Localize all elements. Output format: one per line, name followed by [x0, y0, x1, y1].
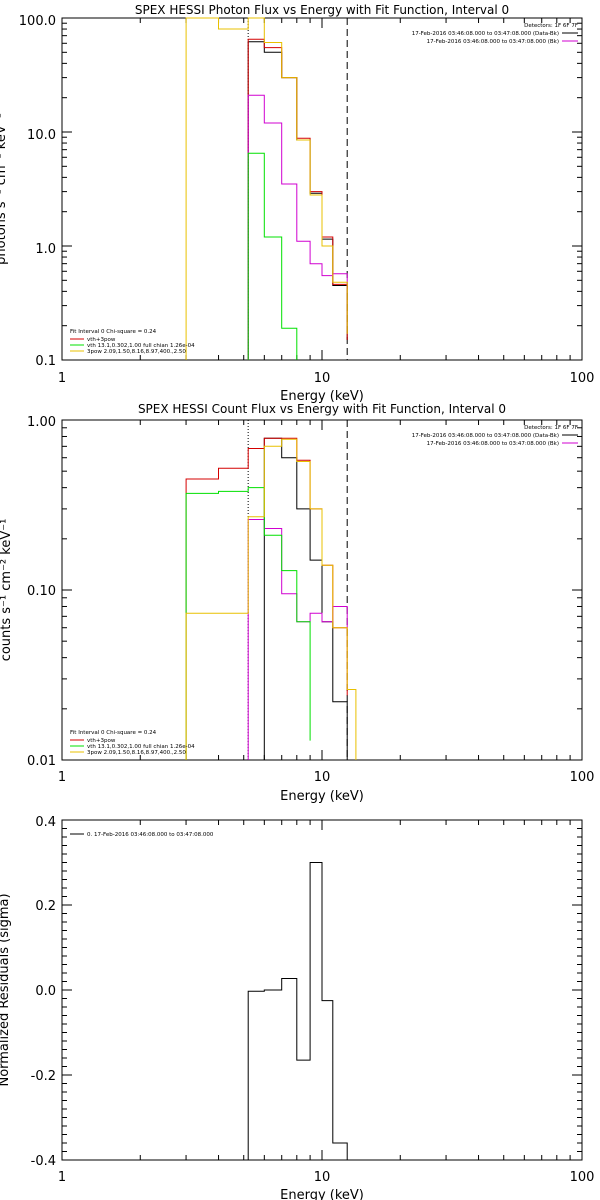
count-flux-y-ticks	[62, 427, 582, 761]
photon-series-magenta	[247, 94, 348, 360]
count-y-axis-label: counts s⁻¹ cm⁻² keV⁻¹	[0, 519, 14, 662]
photon-y-tick-10.0: 10.0	[27, 128, 56, 143]
residuals-series	[247, 862, 348, 1160]
photon-series-black	[247, 41, 348, 360]
count-y-tick-0.01: 0.01	[27, 754, 56, 769]
residuals-x-ticks	[61, 820, 571, 1160]
photon-y-tick-1.0: 1.0	[35, 242, 56, 257]
count-y-tick-0.10: 0.10	[27, 584, 56, 599]
residuals-y-tick-0.4: 0.4	[35, 815, 56, 830]
count-flux-panel: SPEX HESSI Count Flux vs Energy with Fit…	[0, 402, 594, 804]
residuals-y-ticks	[62, 819, 582, 1161]
photon-flux-plot-frame	[61, 17, 583, 361]
residuals-x-tick-10: 10	[314, 1170, 331, 1185]
photon-fit-total: vth+3pow	[87, 337, 116, 343]
photon-flux-vlines	[247, 18, 348, 360]
count-flux-vlines	[247, 420, 348, 760]
count-flux-x-ticks	[61, 420, 571, 760]
photon-y-tick-100.0: 100.0	[19, 14, 56, 29]
photon-info-bk: 17-Feb-2016 03:46:08.000 to 03:47:08.000…	[427, 39, 559, 45]
photon-y-tick-0.1: 0.1	[35, 354, 56, 369]
photon-y-axis-label: photons s⁻¹ cm⁻² keV⁻¹	[0, 113, 9, 265]
photon-fit-3pow: 3pow 2.09,1.50,8.16,8.97,400.,2.50	[87, 349, 186, 355]
photon-x-tick-1: 1	[58, 371, 66, 386]
count-fit-header: Fit Interval 0 Chi-square = 0.24	[70, 730, 157, 736]
count-series-red	[185, 437, 348, 760]
count-y-tick-1.00: 1.00	[27, 415, 56, 430]
residuals-series-black	[247, 862, 348, 1160]
count-fit-total: vth+3pow	[87, 738, 116, 744]
count-series-yellow	[185, 438, 357, 760]
photon-x-tick-10: 10	[314, 371, 331, 386]
count-flux-title: SPEX HESSI Count Flux vs Energy with Fit…	[138, 402, 506, 416]
residuals-panel: 1 10 100 -0.4 -0.2 0.0 0.2 0.4 Energy (k…	[0, 815, 594, 1200]
photon-flux-series	[185, 17, 348, 360]
photon-series-green	[247, 152, 298, 360]
photon-flux-title: SPEX HESSI Photon Flux vs Energy with Fi…	[135, 3, 509, 17]
photon-flux-x-ticks	[61, 18, 571, 360]
photon-fit-vth: vth 13.1,0.302,1.00 full chian 1.26e-04	[87, 343, 195, 349]
count-x-tick-10: 10	[314, 770, 331, 785]
photon-info-detectors: Detectors: 1F 6F 7F	[524, 23, 578, 29]
photon-x-axis-label: Energy (keV)	[280, 389, 364, 404]
count-x-tick-1: 1	[58, 770, 66, 785]
photon-x-tick-100: 100	[570, 371, 595, 386]
count-x-axis-label: Energy (keV)	[280, 789, 364, 804]
photon-flux-y-ticks	[62, 22, 582, 361]
count-info-detectors: Detectors: 1F 6F 7F	[524, 425, 578, 431]
count-fit-3pow: 3pow 2.09,1.50,8.16,8.97,400.,2.50	[87, 750, 186, 756]
photon-series-yellow	[185, 17, 348, 360]
residuals-x-tick-100: 100	[570, 1170, 595, 1185]
count-info-bk: 17-Feb-2016 03:46:08.000 to 03:47:08.000…	[427, 441, 559, 447]
photon-fit-header: Fit Interval 0 Chi-square = 0.24	[70, 329, 157, 335]
photon-info-data-bk: 17-Feb-2016 03:46:08.000 to 03:47:08.000…	[412, 31, 559, 37]
photon-series-red	[247, 38, 348, 360]
count-x-tick-100: 100	[570, 770, 595, 785]
residuals-x-axis-label: Energy (keV)	[280, 1188, 364, 1200]
residuals-y-tick-0.2: 0.2	[35, 899, 56, 914]
residuals-y-tick-0.0: 0.0	[35, 984, 56, 999]
count-series-black	[263, 437, 348, 760]
count-info-data-bk: 17-Feb-2016 03:46:08.000 to 03:47:08.000…	[412, 433, 559, 439]
count-fit-vth: vth 13.1,0.302,1.00 full chian 1.26e-04	[87, 744, 195, 750]
residuals-x-tick-1: 1	[58, 1170, 66, 1185]
residuals-y-tick-neg0.2: -0.2	[31, 1069, 56, 1084]
residuals-y-tick-neg0.4: -0.4	[31, 1154, 56, 1169]
photon-flux-panel: SPEX HESSI Photon Flux vs Energy with Fi…	[0, 3, 594, 404]
count-flux-series	[185, 437, 357, 760]
residuals-y-axis-label: Normalized Residuals (sigma)	[0, 893, 12, 1086]
residuals-legend-label: 0. 17-Feb-2016 03:46:08.000 to 03:47:08.…	[87, 832, 214, 838]
